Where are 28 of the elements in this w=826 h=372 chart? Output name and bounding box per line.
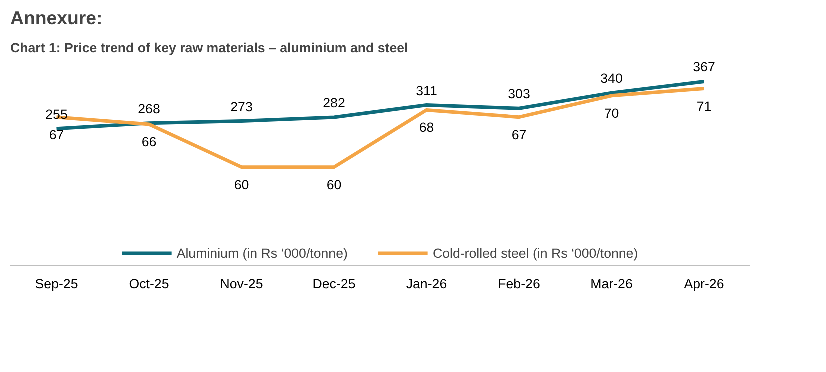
- x-tick-label: Dec-25: [312, 276, 356, 292]
- data-label: 67: [49, 127, 64, 142]
- data-label: 66: [142, 134, 157, 150]
- data-label: 67: [512, 127, 527, 142]
- data-label: 71: [696, 98, 712, 114]
- x-tick-label: Apr-26: [684, 276, 724, 292]
- x-tick-label: Jan-26: [406, 276, 448, 292]
- chart-title: Annexure:: [10, 8, 103, 28]
- data-label: 340: [600, 71, 623, 86]
- data-label: 303: [508, 86, 530, 102]
- x-tick-label: Mar-26: [590, 276, 633, 292]
- data-label: 367: [693, 60, 716, 75]
- data-label: 60: [326, 177, 342, 192]
- x-tick-label: Nov-25: [220, 276, 264, 292]
- data-label: 70: [604, 106, 620, 121]
- data-label: 255: [46, 106, 68, 122]
- data-label: 60: [234, 177, 250, 192]
- legend-label: Aluminium (in Rs ‘000/tonne): [176, 246, 348, 260]
- legend-label: Cold-rolled steel (in Rs ‘000/tonne): [432, 246, 638, 260]
- chart-subtitle: Chart 1: Price trend of key raw materials – aluminium and steel: [10, 40, 408, 56]
- x-tick-label: Feb-26: [498, 276, 540, 292]
- data-label: 273: [230, 99, 253, 114]
- data-label: 311: [416, 83, 438, 98]
- data-label: 282: [323, 95, 346, 110]
- data-label: 68: [419, 120, 434, 136]
- data-label: 268: [138, 101, 160, 116]
- x-tick-label: Sep-25: [35, 276, 78, 292]
- x-tick-label: Oct-25: [129, 276, 170, 292]
